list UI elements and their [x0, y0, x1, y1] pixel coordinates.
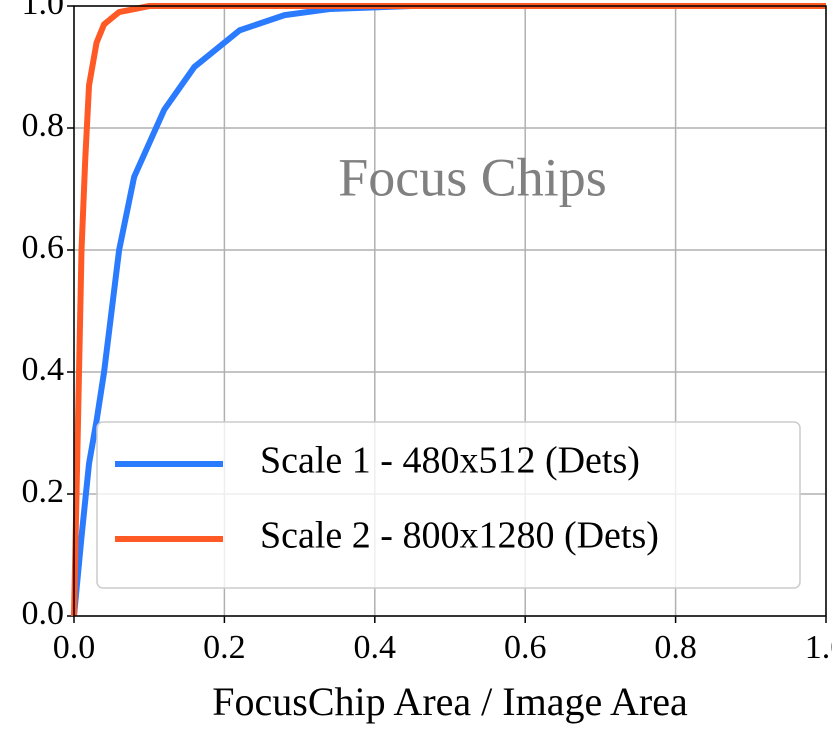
plot-frame [73, 5, 827, 617]
x-tick-label: 0.4 [354, 629, 397, 666]
y-tick-label: 0.2 [22, 473, 65, 510]
y-tick-label: 0.6 [22, 229, 65, 266]
x-tick-label: 0.0 [53, 629, 96, 666]
legend-label: Scale 2 - 800x1280 (Dets) [260, 515, 659, 557]
legend-label: Scale 1 - 480x512 (Dets) [260, 440, 640, 482]
y-tick-label: 0.0 [22, 595, 65, 632]
x-tick-label: 0.6 [504, 629, 547, 666]
data-line [71, 3, 826, 617]
x-tick-label: 1.0 [805, 629, 832, 666]
data-line [71, 3, 826, 617]
x-tick-label: 0.2 [203, 629, 246, 666]
y-tick-label: 0.4 [22, 351, 65, 388]
annotation: Focus Chips [338, 147, 607, 207]
x-tick-label: 0.8 [654, 629, 697, 666]
legend-box [96, 421, 801, 589]
y-tick-label: 0.8 [22, 107, 65, 144]
x-axis-label: FocusChip Area / Image Area [212, 679, 688, 724]
y-tick-label: 1.0 [22, 0, 65, 22]
